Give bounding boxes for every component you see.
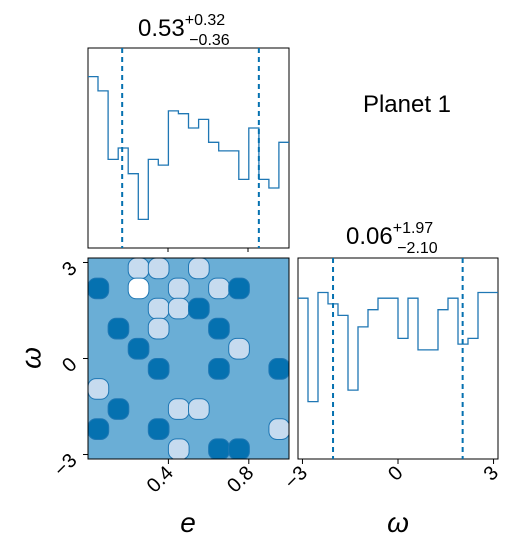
density-cell xyxy=(208,438,230,459)
density-cell xyxy=(127,277,150,300)
e-summary-plus: +0.32 xyxy=(185,12,226,29)
density-cell xyxy=(127,258,150,280)
density-cell xyxy=(188,297,210,320)
omega-summary-value: 0.06 xyxy=(346,223,393,250)
density-cell xyxy=(107,398,130,420)
density-cell xyxy=(208,317,230,340)
density-cell xyxy=(147,297,170,320)
density-cell xyxy=(228,438,250,459)
omega-summary-minus: −2.10 xyxy=(397,240,438,257)
density-cell xyxy=(88,378,110,400)
omega-axis-label-x: ω xyxy=(387,507,409,538)
density-cell xyxy=(147,418,170,441)
e-summary-title: 0.53+0.32 −0.36 xyxy=(138,12,230,49)
density-cell xyxy=(228,337,250,360)
density-cell xyxy=(167,398,190,420)
panel-omega-hist: 0.06+1.97 −2.10 −3 0 3 ω xyxy=(280,220,503,538)
e-x-tick-label: 0.4 xyxy=(143,462,178,497)
density-cell xyxy=(188,398,210,420)
omega-y-tick-label: −3 xyxy=(50,449,82,481)
density-cell xyxy=(107,317,130,340)
density-cell xyxy=(208,277,230,300)
density-cell xyxy=(147,258,170,280)
omega-summary-title: 0.06+1.97 −2.10 xyxy=(346,220,438,257)
density-cell xyxy=(188,258,210,280)
e-axis-label: e xyxy=(180,507,196,538)
panel-e-omega-2d: 0.4 0.8 −3 0 3 e ω xyxy=(15,257,290,538)
density-cell xyxy=(167,277,190,300)
omega-hist-frame xyxy=(297,257,499,460)
omega-x-tick-label: 3 xyxy=(480,462,503,485)
e-hist-frame xyxy=(87,47,290,249)
density-cell xyxy=(127,337,150,360)
density-cell xyxy=(268,358,289,380)
density-cell xyxy=(228,277,250,300)
e-summary-value: 0.53 xyxy=(138,15,185,42)
density-cell xyxy=(208,358,230,380)
omega-x-tick-label: 0 xyxy=(384,462,407,485)
omega-y-tick-label: 3 xyxy=(58,257,81,280)
density-cell xyxy=(268,418,289,440)
e-x-tick-label: 0.8 xyxy=(223,462,258,497)
figure-title: Planet 1 xyxy=(363,91,451,118)
omega-y-tick-label: 0 xyxy=(58,353,81,376)
density-cell xyxy=(147,317,170,340)
density-cell xyxy=(167,438,190,459)
omega-summary-plus: +1.97 xyxy=(393,220,434,237)
omega-axis-label-y: ω xyxy=(15,347,46,369)
panel-e-hist: 0.53+0.32 −0.36 xyxy=(87,12,290,252)
omega-hist-step-line xyxy=(298,291,498,403)
density-cell xyxy=(88,277,110,300)
density-cell xyxy=(167,297,190,320)
density-cell xyxy=(147,358,170,380)
density-cell xyxy=(88,418,110,440)
e-summary-minus: −0.36 xyxy=(189,32,230,49)
omega-x-tick-label: −3 xyxy=(280,462,312,494)
